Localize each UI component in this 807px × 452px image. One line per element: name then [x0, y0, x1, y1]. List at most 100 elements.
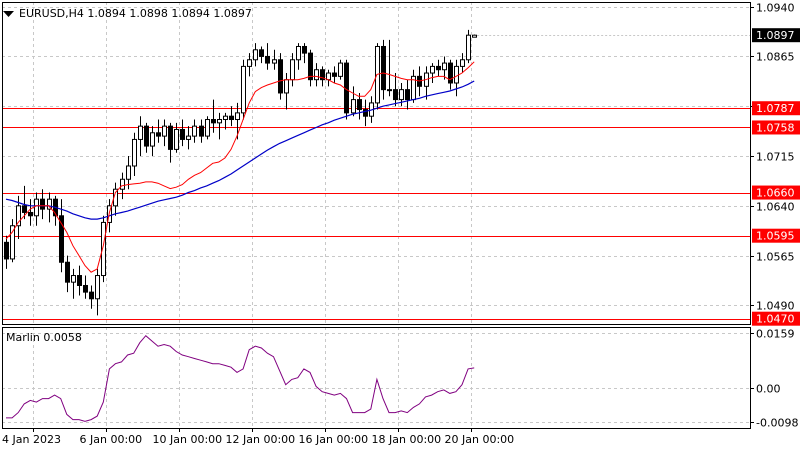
- candle-body: [34, 198, 39, 217]
- y-tick-label: 1.0715: [756, 151, 795, 164]
- candle-body: [259, 49, 264, 57]
- main-pane-frame: [2, 2, 751, 325]
- y-tick-label: 1.0640: [756, 201, 795, 214]
- marlin-line: [6, 334, 475, 422]
- level-price-tag: [752, 101, 800, 116]
- candle-body: [430, 65, 435, 74]
- candle-body: [338, 62, 343, 77]
- candle-body: [448, 62, 453, 84]
- candle-body: [77, 275, 82, 286]
- candle-body: [247, 59, 252, 67]
- y-tick-label: -0.0098: [756, 417, 798, 430]
- candle-body: [28, 211, 33, 217]
- candle-body: [472, 34, 477, 38]
- x-tick-label: 6 Jan 00:00: [80, 433, 143, 446]
- pane-frames: [2, 2, 751, 429]
- candle-body: [47, 198, 52, 210]
- level-price-tag: [752, 311, 800, 326]
- candle-body: [332, 72, 337, 77]
- candle-body: [284, 79, 289, 94]
- candle-body: [278, 59, 283, 94]
- candle-body: [162, 125, 167, 137]
- level-price-tag: [752, 120, 800, 135]
- moving-averages: [5, 61, 475, 273]
- candle-body: [326, 72, 331, 81]
- candle-body: [393, 89, 398, 101]
- candle-body: [95, 275, 100, 300]
- candle-body: [156, 132, 161, 137]
- level-price-label: 1.0660: [756, 187, 795, 200]
- level-price-tag: [752, 228, 800, 243]
- candle-body: [351, 99, 356, 114]
- candle-body: [83, 284, 88, 293]
- candle-body: [205, 119, 210, 137]
- candle-body: [235, 112, 240, 121]
- candle-body: [59, 215, 64, 263]
- level-price-label: 1.0787: [756, 102, 795, 115]
- candle-body: [436, 65, 441, 71]
- candle-body: [40, 198, 45, 210]
- candle-body: [22, 205, 27, 213]
- candle-body: [229, 115, 234, 121]
- x-tick-label: 4 Jan 2023: [2, 433, 61, 446]
- candle-body: [168, 125, 173, 150]
- candle-body: [363, 109, 368, 117]
- marlin-label: Marlin 0.0058: [6, 331, 82, 344]
- ma-fast-line: [5, 61, 475, 273]
- level-price-label: 1.0470: [756, 313, 795, 326]
- level-price-label: 1.0595: [756, 230, 795, 243]
- candle-body: [314, 69, 319, 81]
- y-tick-label: 1.0565: [756, 251, 795, 264]
- x-tick-label: 20 Jan 00:00: [445, 433, 515, 446]
- current-price-tag: [752, 28, 800, 43]
- candle-body: [460, 59, 465, 67]
- candle-body: [442, 62, 447, 71]
- candle-body: [296, 45, 301, 61]
- level-price-tag: [752, 185, 800, 200]
- x-tick-label: 10 Jan 00:00: [153, 433, 223, 446]
- candle-body: [126, 165, 131, 180]
- chart-header: EURUSD,H4 1.0894 1.0898 1.0894 1.0897: [19, 7, 252, 20]
- candle-body: [387, 89, 392, 92]
- candle-body: [120, 178, 125, 190]
- candle-body: [101, 221, 106, 277]
- candle-body: [4, 241, 9, 260]
- candle-body: [217, 119, 222, 124]
- y-tick-label: 1.0865: [756, 51, 795, 64]
- candle-body: [320, 69, 325, 81]
- candle-body: [290, 59, 295, 81]
- price-tags: 1.0787 1.0758 1.0660 1.0595 1.0470 1.0897: [477, 28, 800, 326]
- x-tick-label: 16 Jan 00:00: [299, 433, 369, 446]
- time-axis: 4 Jan 2023 6 Jan 00:00 10 Jan 00:00 12 Jan …: [2, 428, 514, 446]
- candle-body: [132, 138, 137, 167]
- candle-body: [405, 89, 410, 101]
- candle-body: [466, 34, 471, 61]
- ma-slow-line: [5, 80, 475, 220]
- oscillator-pane-frame: [2, 327, 751, 429]
- marlin-oscillator: [6, 334, 475, 422]
- candle-body: [150, 132, 155, 147]
- candle-body: [223, 115, 228, 121]
- candle-body: [253, 49, 258, 61]
- candle-body: [10, 225, 15, 260]
- candle-body: [65, 261, 70, 283]
- candle-body: [454, 65, 459, 84]
- oscillator-axis: 0.0159 0.00 -0.0098: [750, 328, 798, 430]
- candle-body: [138, 125, 143, 140]
- x-tick-label: 12 Jan 00:00: [226, 433, 296, 446]
- candle-body: [272, 59, 277, 64]
- y-tick-label: 0.00: [756, 383, 781, 396]
- current-price-label: 1.0897: [756, 29, 795, 42]
- candle-body: [381, 45, 386, 91]
- triangle-down-icon[interactable]: [3, 11, 14, 17]
- y-tick-label: 0.0159: [756, 328, 795, 341]
- candle-body: [174, 128, 179, 150]
- y-tick-label: 1.0490: [756, 300, 795, 313]
- candle-body: [399, 89, 404, 101]
- candle-body: [144, 125, 149, 147]
- candle-body: [241, 65, 246, 114]
- y-tick-label: 1.0940: [756, 2, 795, 15]
- candle-body: [211, 119, 216, 124]
